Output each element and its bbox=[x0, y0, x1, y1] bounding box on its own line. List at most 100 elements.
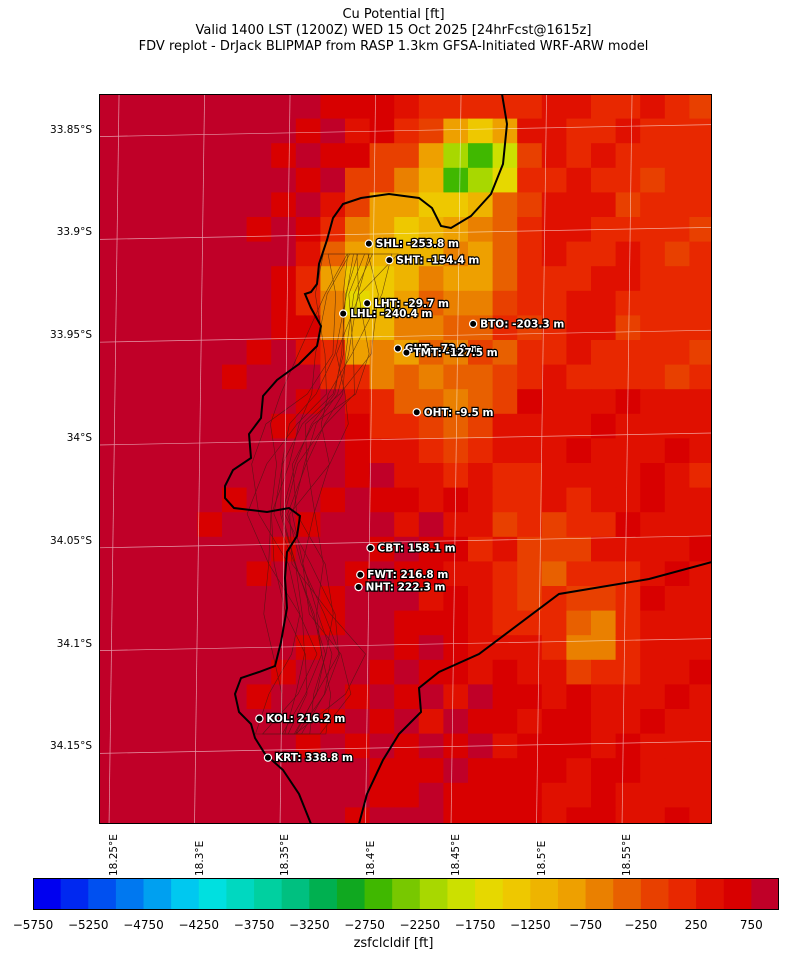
grid-cell bbox=[99, 684, 125, 710]
station-dot-lhl bbox=[338, 309, 348, 318]
station-label-tmt: TMT: -127.5 m bbox=[413, 347, 497, 359]
grid-cell bbox=[640, 315, 666, 341]
colorbar-tick-label: −2750 bbox=[344, 918, 385, 932]
grid-cell bbox=[123, 709, 149, 735]
grid-cell bbox=[664, 782, 690, 808]
colorbar-tick-label: 750 bbox=[739, 918, 763, 932]
grid-cell bbox=[541, 364, 567, 390]
grid-cell bbox=[99, 118, 125, 144]
grid-cell bbox=[320, 782, 346, 808]
grid-cell bbox=[591, 290, 617, 316]
grid-cell bbox=[99, 438, 125, 464]
grid-cell bbox=[566, 438, 592, 464]
grid-cell bbox=[320, 709, 346, 735]
grid-cell bbox=[566, 709, 592, 735]
grid-cell bbox=[418, 143, 444, 169]
grid-cell bbox=[689, 143, 712, 169]
grid-cell bbox=[197, 143, 223, 169]
grid-cell bbox=[99, 217, 125, 243]
grid-cell bbox=[517, 586, 543, 612]
station-label-gut: GUT: -73.9 m bbox=[405, 343, 482, 355]
grid-cell bbox=[222, 389, 248, 415]
grid-cell bbox=[664, 487, 690, 513]
grid-cell bbox=[492, 315, 518, 341]
grid-cell bbox=[345, 610, 371, 636]
grid-cell bbox=[123, 118, 149, 144]
grid-cell bbox=[222, 217, 248, 243]
grid-cell bbox=[541, 167, 567, 193]
grid-cell bbox=[271, 217, 297, 243]
grid-cell bbox=[197, 561, 223, 587]
grid-cell bbox=[443, 364, 469, 390]
latitude-label: 34°S bbox=[66, 431, 92, 444]
grid-cell bbox=[541, 536, 567, 562]
station-label-nht: NHT: 222.3 m bbox=[366, 582, 446, 594]
grid-cell bbox=[689, 536, 712, 562]
grid-cell bbox=[591, 143, 617, 169]
grid-cell bbox=[197, 709, 223, 735]
grid-cell bbox=[197, 807, 223, 824]
grid-cell bbox=[468, 241, 494, 267]
grid-cell bbox=[394, 438, 420, 464]
grid-cell bbox=[615, 709, 641, 735]
grid-cell bbox=[517, 290, 543, 316]
grid-cell bbox=[197, 782, 223, 808]
grid-cell bbox=[197, 192, 223, 218]
grid-cell bbox=[394, 487, 420, 513]
grid-cell bbox=[566, 413, 592, 439]
grid-cell bbox=[443, 94, 469, 120]
grid-cell bbox=[615, 610, 641, 636]
grid-cell bbox=[148, 192, 174, 218]
grid-cell bbox=[689, 561, 712, 587]
grid-cell bbox=[566, 684, 592, 710]
grid-cell bbox=[123, 290, 149, 316]
grid-cell bbox=[172, 635, 198, 661]
grid-cell bbox=[664, 167, 690, 193]
map-frame bbox=[99, 94, 712, 824]
grid-cell bbox=[640, 413, 666, 439]
grid-cell bbox=[394, 143, 420, 169]
grid-cell bbox=[148, 536, 174, 562]
grid-cell bbox=[295, 758, 321, 784]
grid-cell bbox=[148, 758, 174, 784]
grid-cell bbox=[615, 118, 641, 144]
grid-cell bbox=[541, 659, 567, 685]
grid-cell bbox=[99, 167, 125, 193]
grid-cell bbox=[271, 733, 297, 759]
grid-cell bbox=[222, 536, 248, 562]
grid-cell bbox=[443, 340, 469, 366]
grid-cell bbox=[689, 192, 712, 218]
grid-cell bbox=[246, 192, 272, 218]
grid-cell bbox=[172, 438, 198, 464]
grid-cell bbox=[295, 635, 321, 661]
grid-cell bbox=[369, 684, 395, 710]
grid-cell bbox=[689, 438, 712, 464]
grid-cell bbox=[172, 143, 198, 169]
colorbar-swatch bbox=[392, 878, 421, 910]
grid-cell bbox=[197, 340, 223, 366]
grid-cell bbox=[541, 733, 567, 759]
grid-cell bbox=[566, 118, 592, 144]
grid-cell bbox=[418, 315, 444, 341]
grid-cell bbox=[492, 389, 518, 415]
grid-cell bbox=[394, 536, 420, 562]
grid-cell bbox=[320, 536, 346, 562]
grid-cell bbox=[345, 217, 371, 243]
grid-cell bbox=[197, 758, 223, 784]
colorbar bbox=[33, 878, 779, 910]
grid-cell bbox=[541, 266, 567, 292]
latitude-label: 33.95°S bbox=[50, 329, 92, 342]
grid-cell bbox=[664, 733, 690, 759]
station-label-oht: OHT: -9.5 m bbox=[424, 407, 494, 419]
grid-cell bbox=[591, 118, 617, 144]
grid-cell bbox=[172, 364, 198, 390]
grid-cell bbox=[664, 413, 690, 439]
grid-cell bbox=[443, 389, 469, 415]
grid-cell bbox=[443, 487, 469, 513]
grid-cell bbox=[591, 586, 617, 612]
grid-cell bbox=[369, 438, 395, 464]
grid-cell bbox=[123, 561, 149, 587]
grid-cell bbox=[271, 315, 297, 341]
grid-cell bbox=[664, 512, 690, 538]
grid-cell bbox=[99, 733, 125, 759]
